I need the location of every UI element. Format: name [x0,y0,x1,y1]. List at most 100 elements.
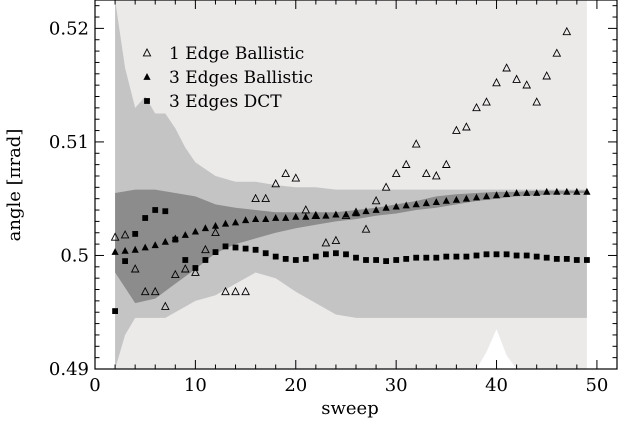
series-2-point [312,211,320,219]
series-3-point [363,257,369,263]
series-3-point [272,253,279,260]
legend-label-1: 1 Edge Ballistic [169,44,304,64]
series-2-point [563,187,571,195]
x-axis-label: sweep [321,398,378,419]
series-1-point [421,168,431,178]
series-1-point [542,71,552,80]
series-2-point [523,189,531,196]
x-tick-label: 20 [284,375,307,396]
series-2-point [211,222,220,229]
series-2-point [292,212,300,220]
series-2-point [231,218,240,226]
series-1-point [251,193,260,203]
series-1-point [401,159,411,168]
series-3-point [543,254,550,261]
series-2-point [322,211,330,219]
series-1-point [191,267,200,276]
series-3-point [132,231,139,237]
band-dark [115,189,587,304]
series-2-point [161,237,169,245]
series-2-point [121,247,129,254]
series-1-point [271,179,281,188]
series-3-point [523,252,530,259]
series-2-point [533,189,541,196]
x-tick-label: 10 [184,375,207,396]
series-3-point [453,253,460,260]
series-2-point [422,199,430,207]
series-3-point [503,251,510,258]
series-3 [112,207,590,314]
series-3-point [242,245,249,252]
series-1-point [482,97,491,106]
series-1-point [221,286,230,296]
series-2-point [141,243,149,251]
series-3-point [433,254,440,261]
axes: 0 10 20 30 40 50 0.49 0.5 0.51 0.52 [49,0,618,396]
series-3-point [533,253,540,260]
series-2 [111,187,591,255]
series-2-point [111,248,119,255]
series-3-point [232,244,239,251]
series-3-point [483,251,490,258]
series-2-point [513,189,521,196]
series-3-point [192,265,199,271]
series-1-point [472,102,481,112]
series-2-point [402,201,410,209]
series-2-point [382,203,390,211]
series-3-point [162,208,169,215]
series-3-point [553,256,560,262]
series-3-point [383,258,389,264]
series-2-point [282,214,290,221]
series-1-point [321,238,331,247]
series-2-point [221,219,230,227]
series-1-point [160,301,170,310]
series-3-point [122,258,128,264]
series-1-point [522,80,532,89]
series-2-point [242,216,250,224]
x-tick-label: 0 [89,375,100,396]
series-2-point [151,241,159,249]
series-3-point [573,257,580,263]
x-tick-label: 50 [585,375,608,396]
legend-label-2: 3 Edges Ballistic [169,68,313,88]
series-2-point [181,231,189,238]
series-1-point [241,286,250,296]
confidence-bands [115,0,587,369]
series-2-point [432,198,440,205]
series-1-point [261,193,271,203]
series-3-point [152,207,159,213]
series-3-point [282,256,289,262]
series-2-point [342,210,350,218]
series-2-point [482,192,491,200]
series-3-point [252,246,259,253]
y-tick-label: 0.51 [49,132,89,153]
legend-label-3: 3 Edges DCT [169,92,282,112]
series-1-point [562,26,572,36]
series-1-point [502,63,511,72]
series-3-point [343,251,349,258]
y-axis-label: angle [πrad] [4,129,25,242]
series-1-point [361,224,371,233]
y-tick-label: 0.49 [49,359,89,380]
series-2-point [252,215,260,222]
series-2-point [392,202,400,210]
series-3-point [403,256,410,262]
series-3-point [413,254,420,261]
series-1-point [492,77,501,87]
series-2-point [472,193,481,201]
series-2-point [191,227,199,235]
series-1-point [120,230,130,239]
legend-marker-1 [142,48,152,57]
series-1-point [371,196,381,205]
series-3-point [292,257,299,263]
series-2-point [503,190,511,197]
series-2-point [412,200,420,208]
series-3-point [563,256,570,262]
series-1-point [170,269,180,279]
series-2-point [272,214,280,221]
series-2-point [452,195,460,203]
series-3-point [473,252,480,259]
series-2-point [332,210,340,218]
series-1-point [381,182,391,191]
